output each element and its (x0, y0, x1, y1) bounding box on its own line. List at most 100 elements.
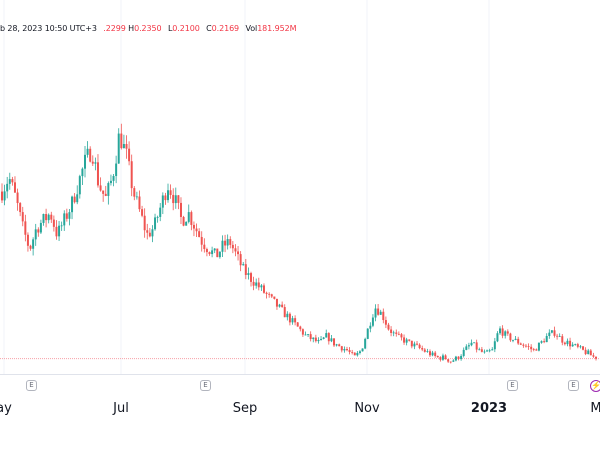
candle-up (374, 308, 377, 318)
candle-up (478, 349, 481, 351)
candle-down (348, 350, 351, 352)
candle-down (447, 359, 450, 362)
earnings-marker-icon[interactable]: E (200, 380, 211, 391)
candle-down (410, 340, 413, 347)
candle-up (493, 341, 496, 350)
candle-down (24, 221, 27, 235)
candle-down (387, 324, 390, 330)
candle-down (205, 249, 208, 253)
x-tick-label: Nov (354, 401, 380, 416)
candle-up (335, 344, 338, 346)
candle-up (330, 338, 333, 342)
earnings-marker-icon[interactable]: E (568, 380, 579, 391)
candle-down (288, 313, 291, 323)
candle-up (47, 214, 50, 221)
candle-down (143, 215, 146, 231)
candle-down (506, 331, 509, 334)
candle-down (535, 349, 538, 351)
candle-down (96, 162, 99, 186)
candle-down (522, 344, 525, 346)
candle-down (314, 337, 317, 342)
candle-down (133, 188, 136, 197)
candle-up (84, 154, 87, 169)
candle-up (255, 282, 258, 286)
candle-down (327, 333, 330, 342)
candle-down (439, 357, 442, 360)
candle-up (76, 194, 79, 203)
candle-down (416, 343, 419, 345)
candle-down (449, 361, 452, 363)
candle-up (68, 212, 71, 219)
candle-down (73, 196, 76, 203)
candle-up (78, 176, 81, 195)
candle-up (312, 337, 315, 340)
candle-down (299, 326, 302, 330)
candle-down (351, 351, 354, 353)
candle-up (159, 207, 162, 217)
candle-down (395, 332, 398, 334)
candle-down (52, 219, 55, 227)
candle-up (58, 225, 61, 237)
candle-down (589, 350, 592, 356)
candle-up (304, 334, 307, 336)
candle-down (592, 355, 595, 357)
candle-up (247, 273, 250, 275)
candle-up (483, 351, 486, 353)
candle-down (556, 335, 559, 337)
candle-up (135, 196, 138, 198)
candle-up (3, 191, 6, 201)
candle-down (569, 340, 572, 347)
candle-up (322, 337, 325, 339)
candle-down (428, 351, 431, 356)
candle-down (11, 179, 14, 183)
legend-volume-label: Vol (245, 24, 258, 33)
legend-volume: Vol181.952M (246, 24, 297, 33)
candle-down (519, 343, 522, 345)
x-tick-label: Jul (113, 401, 129, 416)
candle-down (104, 193, 107, 196)
earnings-marker-icon[interactable]: E (26, 380, 37, 391)
earnings-marker-icon[interactable]: E (507, 380, 518, 391)
x-tick-label: M (590, 401, 600, 416)
candle-down (517, 338, 520, 344)
candle-down (527, 346, 530, 348)
candle-down (281, 304, 284, 308)
candle-down (418, 344, 421, 349)
candle-up (6, 183, 9, 192)
candle-up (426, 351, 429, 353)
candle-up (213, 248, 216, 251)
candle-up (174, 195, 177, 204)
candle-down (128, 148, 131, 162)
candle-up (540, 341, 543, 343)
candle-down (377, 308, 380, 315)
lightning-icon[interactable]: ⚡ (590, 380, 600, 392)
legend-volume-value: 181.952M (257, 24, 297, 33)
candle-up (369, 325, 372, 329)
candle-down (582, 346, 585, 350)
candle-down (138, 196, 141, 210)
candle-down (457, 356, 460, 360)
candle-up (122, 144, 125, 149)
candle-up (42, 213, 45, 223)
candle-down (423, 349, 426, 352)
candle-up (413, 343, 416, 347)
candle-down (444, 355, 447, 360)
candle-down (91, 161, 94, 164)
candle-down (530, 346, 533, 350)
candle-down (192, 224, 195, 229)
candle-up (317, 339, 320, 342)
candle-down (382, 311, 385, 321)
legend-open-value: .2299 (103, 24, 126, 33)
legend-low: L0.2100 (168, 24, 200, 33)
candle-down (16, 192, 19, 204)
candle-down (275, 298, 278, 307)
candle-down (294, 318, 297, 323)
candle-up (392, 332, 395, 334)
candle-down (309, 334, 312, 340)
candle-down (436, 355, 439, 358)
candle-up (117, 133, 120, 164)
candle-up (161, 195, 164, 208)
candle-up (115, 163, 118, 177)
candle-up (32, 239, 35, 249)
